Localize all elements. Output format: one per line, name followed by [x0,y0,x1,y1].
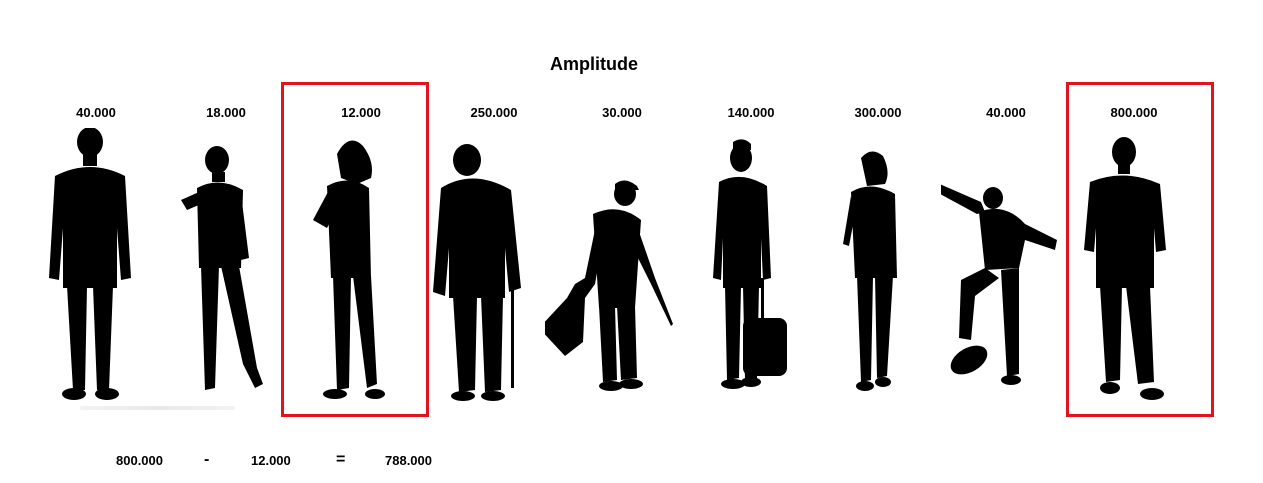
equation-max: 800.000 [116,453,163,468]
worker-trash-bag-silhouette [545,128,675,408]
value-label-8: 40.000 [986,105,1026,120]
equation-result: 788.000 [385,453,432,468]
man-standing-bald-silhouette [1062,128,1192,408]
skateboarder-silhouette [941,128,1071,408]
woman-walking-silhouette [805,128,935,408]
value-label-2: 18.000 [206,105,246,120]
value-label-5: 30.000 [602,105,642,120]
equation-min: 12.000 [251,453,291,468]
value-label-6: 140.000 [727,105,775,120]
value-label-3: 12.000 [341,105,381,120]
value-label-9: 800.000 [1110,105,1158,120]
ground-shadow [80,406,235,410]
old-man-cane-silhouette [419,128,549,408]
highlight-box-max [1066,82,1214,417]
value-label-1: 40.000 [76,105,116,120]
highlight-box-min [281,82,429,417]
woman-standing-silhouette [287,128,417,408]
value-label-4: 250.000 [470,105,518,120]
value-label-7: 300.000 [854,105,902,120]
equation-minus: - [204,451,210,468]
diagram-title: Amplitude [550,54,638,74]
man-luggage-silhouette [683,128,813,408]
girl-posing-silhouette [157,128,287,408]
equation-equals: = [336,451,346,468]
man-standing-silhouette [25,128,155,408]
